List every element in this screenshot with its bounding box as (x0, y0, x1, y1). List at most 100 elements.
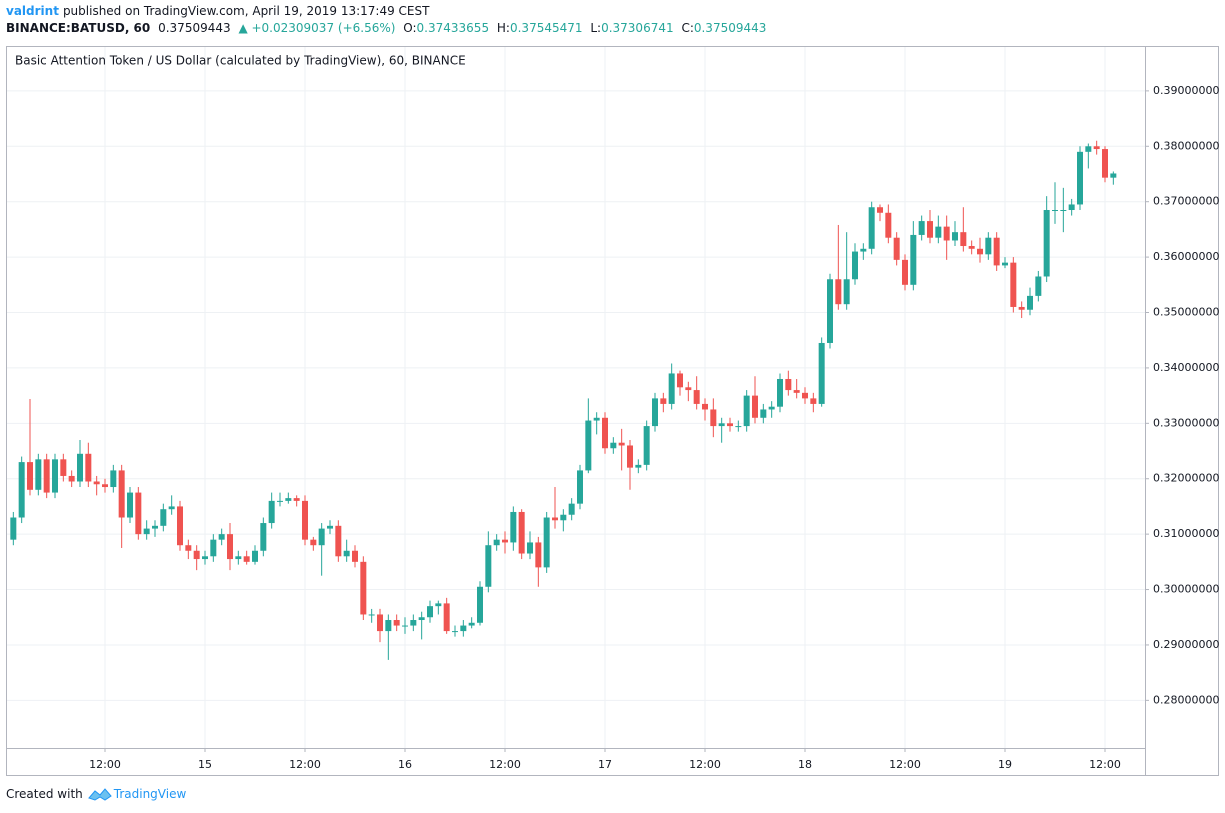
candle-body (902, 259, 908, 285)
grid (7, 46, 1145, 748)
candle-body (843, 279, 850, 305)
candle-body (235, 556, 242, 560)
candle-body (718, 423, 725, 427)
candle-body (127, 492, 133, 518)
candle-body (327, 525, 333, 529)
candle-body (535, 542, 542, 568)
candle-body (893, 237, 900, 260)
candle-body (193, 550, 200, 560)
candle-body (752, 395, 758, 418)
candle-body (352, 550, 358, 562)
low-value: 0.37306741 (601, 21, 674, 35)
candle-body (552, 517, 558, 521)
x-tick-label: 12:00 (289, 758, 321, 771)
candle-body (852, 251, 858, 280)
candle-body (18, 462, 25, 518)
brand-link[interactable]: TradingView (113, 787, 187, 801)
chart-title: Basic Attention Token / US Dollar (calcu… (15, 54, 466, 68)
y-tick-label: 0.34000000 (1153, 361, 1219, 374)
candle-body (935, 226, 942, 238)
candle-body (268, 500, 275, 524)
candle-body (110, 470, 117, 488)
candle-body (943, 226, 950, 241)
candle-body (1002, 262, 1008, 266)
footer: Created with TradingView (6, 787, 186, 801)
x-tick-label: 12:00 (1089, 758, 1121, 771)
candle-body (1010, 262, 1017, 307)
publish-line: valdrint published on TradingView.com, Ap… (6, 4, 429, 18)
x-tick-label: 12:00 (89, 758, 121, 771)
candle-body (310, 539, 317, 546)
candle-body (743, 395, 750, 427)
candle-body (977, 248, 983, 255)
candle-body (835, 279, 842, 305)
candle-body (152, 525, 158, 529)
candle-body (43, 459, 50, 493)
chart-border (6, 46, 1219, 776)
candle-body (468, 622, 475, 626)
candle-body (393, 620, 400, 626)
candle-body (643, 426, 650, 465)
candle-body (860, 248, 867, 252)
candle-body (343, 550, 350, 557)
candle-body (477, 586, 483, 623)
candle-body (768, 406, 775, 410)
candle-body (1110, 173, 1117, 178)
y-tick-label: 0.28000000 (1153, 693, 1219, 706)
candle-body (868, 207, 875, 249)
candle-body (143, 528, 150, 535)
x-tick-label: 12:00 (489, 758, 521, 771)
change: ▲ +0.02309037 (+6.56%) (238, 21, 396, 35)
high-value: 0.37545471 (509, 21, 583, 35)
candle-body (502, 539, 508, 543)
candle-body (1102, 149, 1108, 178)
candle-body (577, 470, 583, 504)
candle-body (527, 542, 533, 554)
candle-body (368, 614, 375, 616)
candle-body (993, 237, 1000, 266)
candle-body (277, 500, 283, 502)
candle-body (660, 398, 667, 404)
candle-body (910, 234, 917, 285)
candle-body (168, 506, 175, 510)
logo (87, 788, 112, 801)
candle-body (410, 620, 417, 626)
x-tick-label: 16 (398, 758, 412, 771)
y-tick-label: 0.31000000 (1153, 527, 1219, 540)
author[interactable]: valdrint (6, 4, 59, 18)
high-label: H: (496, 21, 510, 35)
candle-body (727, 423, 733, 427)
candle-body (177, 506, 183, 546)
candle-body (418, 617, 425, 621)
candle-body (1093, 146, 1100, 150)
y-tick-label: 0.35000000 (1153, 306, 1219, 319)
candles (10, 140, 1117, 660)
candle-body (302, 500, 308, 540)
low-label: L: (590, 21, 602, 35)
candle-body (810, 398, 817, 404)
candle-body (118, 470, 125, 518)
candle-body (668, 373, 675, 404)
candle-body (985, 237, 992, 255)
candle-body (1052, 210, 1058, 212)
y-tick-label: 0.36000000 (1153, 250, 1219, 263)
candle-body (927, 221, 933, 238)
candle-body (443, 603, 450, 632)
candle-body (252, 550, 258, 562)
candle-body (360, 561, 367, 615)
candle-body (427, 606, 433, 618)
candle-body (702, 403, 708, 410)
y-tick-label: 0.29000000 (1153, 638, 1219, 651)
candle-body (452, 631, 458, 633)
candle-body (685, 387, 692, 391)
candle-body (877, 207, 883, 213)
candle-body (652, 398, 658, 427)
candle-body (1043, 210, 1050, 277)
candle-body (77, 453, 83, 482)
candle-body (885, 212, 892, 238)
candle-body (93, 481, 100, 485)
candle-body (710, 409, 717, 427)
y-tick-label: 0.30000000 (1153, 583, 1219, 596)
candle-body (627, 445, 633, 468)
